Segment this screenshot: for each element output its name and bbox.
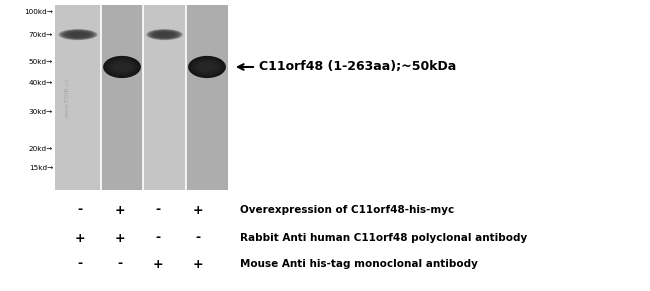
Ellipse shape (105, 57, 140, 77)
Bar (186, 5, 228, 190)
Text: Rabbit Anti human C11orf48 polyclonal antibody: Rabbit Anti human C11orf48 polyclonal an… (240, 233, 527, 243)
Ellipse shape (188, 56, 226, 78)
Bar (143, 5, 186, 190)
Ellipse shape (64, 31, 92, 38)
Text: -: - (77, 203, 83, 217)
Ellipse shape (105, 58, 138, 77)
Ellipse shape (193, 59, 221, 75)
Text: -: - (196, 232, 201, 244)
Ellipse shape (62, 30, 94, 39)
Text: -: - (118, 258, 123, 271)
Ellipse shape (151, 31, 178, 38)
Ellipse shape (60, 29, 96, 40)
Text: +: + (192, 203, 203, 217)
Ellipse shape (65, 31, 91, 38)
Ellipse shape (153, 31, 176, 38)
Ellipse shape (61, 30, 95, 39)
Ellipse shape (189, 57, 225, 77)
Ellipse shape (109, 60, 135, 74)
Ellipse shape (114, 63, 129, 71)
Bar (101, 5, 143, 190)
Ellipse shape (194, 60, 220, 74)
Ellipse shape (68, 32, 88, 37)
Ellipse shape (197, 61, 217, 72)
Ellipse shape (192, 58, 222, 76)
Bar (55, 5, 101, 190)
Ellipse shape (149, 30, 180, 39)
Text: 30kd→: 30kd→ (29, 109, 53, 115)
Ellipse shape (107, 58, 137, 76)
Ellipse shape (58, 29, 98, 40)
Ellipse shape (190, 58, 224, 77)
Ellipse shape (156, 32, 173, 37)
Ellipse shape (113, 62, 131, 72)
Text: +: + (153, 258, 163, 271)
Text: 70kd→: 70kd→ (29, 32, 53, 38)
Text: Mouse Anti his-tag monoclonal antibody: Mouse Anti his-tag monoclonal antibody (240, 259, 478, 269)
Text: 100kd→: 100kd→ (24, 9, 53, 15)
Text: www.TGIB.cc: www.TGIB.cc (64, 77, 70, 118)
Text: 40kd→: 40kd→ (29, 80, 53, 86)
Text: -: - (155, 232, 161, 244)
Ellipse shape (112, 61, 132, 72)
Text: -: - (155, 203, 161, 217)
Text: C11orf48 (1-263aa);~50kDa: C11orf48 (1-263aa);~50kDa (259, 61, 456, 73)
Ellipse shape (150, 30, 179, 39)
Text: 15kd→: 15kd→ (29, 165, 53, 171)
Ellipse shape (66, 31, 90, 38)
Ellipse shape (152, 31, 177, 38)
Text: -: - (77, 258, 83, 271)
Ellipse shape (148, 29, 181, 40)
Ellipse shape (103, 56, 141, 78)
Text: +: + (192, 258, 203, 271)
Ellipse shape (196, 61, 218, 73)
Text: +: + (114, 232, 125, 244)
Ellipse shape (108, 59, 136, 75)
Ellipse shape (198, 62, 216, 72)
Ellipse shape (111, 61, 133, 73)
Text: +: + (75, 232, 85, 244)
Ellipse shape (146, 29, 183, 40)
Text: 50kd→: 50kd→ (29, 59, 53, 65)
Ellipse shape (69, 32, 87, 37)
Ellipse shape (200, 63, 214, 71)
Text: Overexpression of C11orf48-his-myc: Overexpression of C11orf48-his-myc (240, 205, 454, 215)
Ellipse shape (155, 32, 174, 37)
Text: +: + (114, 203, 125, 217)
Bar (55, 5, 228, 190)
Text: 20kd→: 20kd→ (29, 146, 53, 152)
